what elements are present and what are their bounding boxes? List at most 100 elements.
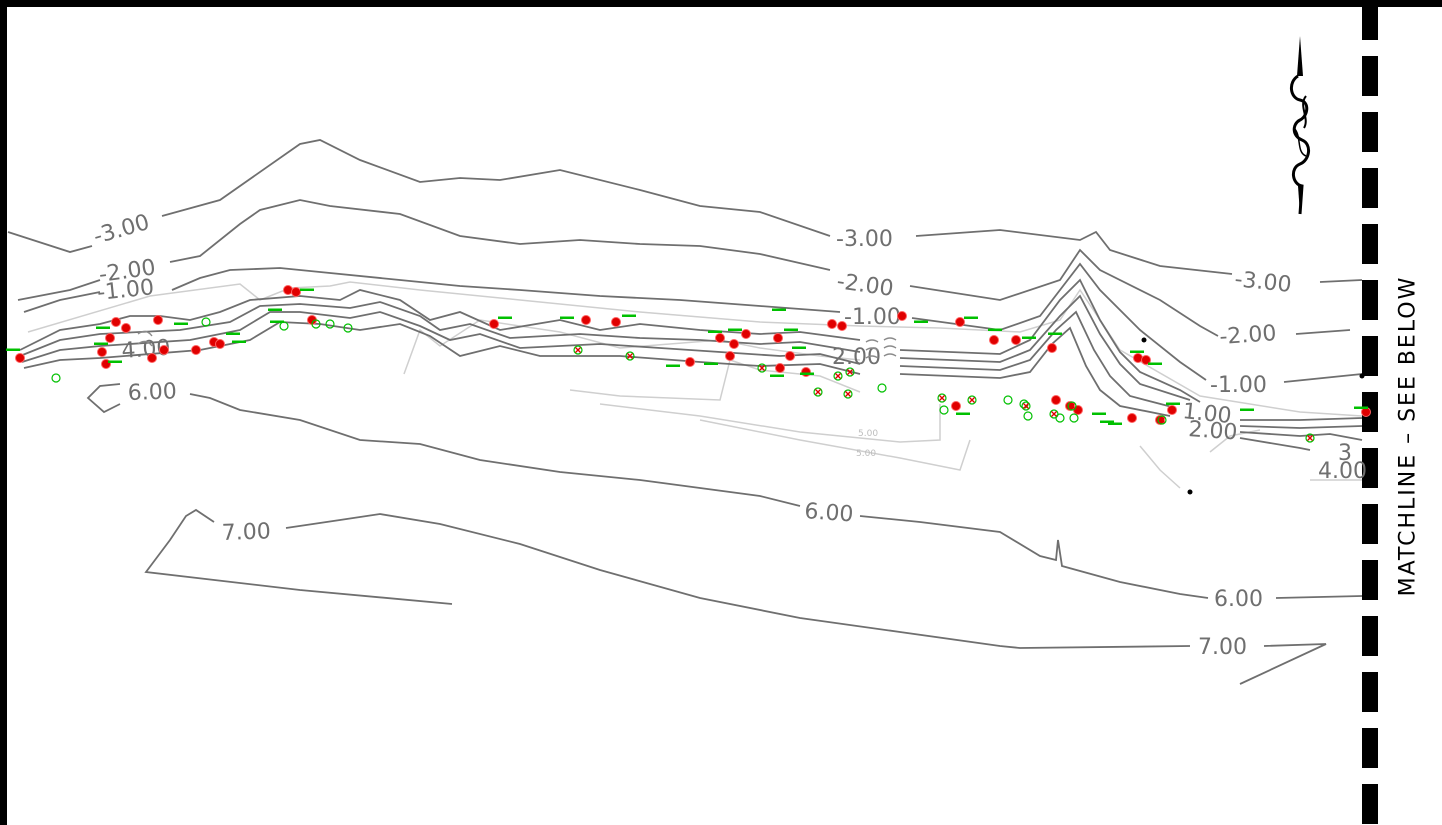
matchline-label: MATCHLINE – SEE BELOW [1395,275,1421,597]
tree-marker-open [51,373,61,383]
removed-tree-x [1069,403,1075,409]
removed-tree-marker [625,351,635,361]
contour-label: 7.00 [221,519,271,546]
tree-marker-open [343,323,353,333]
removed-tree-marker [937,393,947,403]
removed-tree-x [1307,435,1313,441]
contour-label: 6.00 [1214,587,1263,612]
tree-marker [827,319,837,329]
annotation-tick [1022,336,1036,339]
removed-tree-marker [833,371,843,381]
sheet-frame-top [0,0,1442,7]
contour-label: -2.00 [1219,321,1278,350]
contour-label: 6.00 [804,499,855,527]
contour-label: 4.00 [1318,459,1367,484]
tree-marker [291,287,301,297]
annotation-tick [666,364,680,367]
annotation-tick [728,328,742,331]
tree-marker [1073,405,1083,415]
contour-label: -1.00 [844,305,901,330]
minor-contours [27,281,1363,489]
contour-label: -3.00 [1233,267,1292,298]
north-arrow-icon [1290,36,1310,215]
removed-tree-marker [1049,409,1059,419]
tree-marker [611,317,621,327]
annotation-tick [1166,402,1180,405]
tree-marker [1141,355,1151,365]
major-contours [7,139,1363,685]
annotation-tick [708,330,722,333]
contour-label: 1.00 [1181,399,1232,429]
annotation-tick [770,374,784,377]
tree-marker [1167,405,1177,415]
annotation-tick [94,342,108,345]
contour-stacked-label [137,330,897,359]
tree-marker-open [201,317,211,327]
tree-marker [215,339,225,349]
annotation-tick [1100,420,1114,423]
contour-label-minor: 5.00 [856,449,876,459]
contour-label: -2.00 [835,269,895,302]
annotation-tick [1048,332,1062,335]
tree-marker [775,363,785,373]
removed-tree-marker [573,345,583,355]
tree-marker [725,351,735,361]
tree-marker [741,329,751,339]
tree-marker [1011,335,1021,345]
annotation-tick [96,326,110,329]
annotation-tick [800,372,814,375]
removed-tree-x [845,391,851,397]
annotation-tick [174,322,188,325]
tree-marker [15,353,25,363]
removed-tree-x [815,389,821,395]
tree-marker [153,315,163,325]
contour-label: 3 [1338,441,1352,466]
control-point [1359,373,1365,379]
annotation-tick [226,332,240,335]
tree-marker [1065,401,1075,411]
removed-tree-x [835,373,841,379]
contour-label: -3.00 [91,210,153,250]
annotation-tick [1354,406,1368,409]
control-point [1187,489,1193,495]
tree-marker [685,357,695,367]
tree-marker [159,345,169,355]
tree-marker [581,315,591,325]
tree-marker [1047,343,1057,353]
removed-tree-marker [757,363,767,373]
annotation-tick [988,328,1002,331]
contour-label: 2.00 [832,345,881,370]
tree-marker-open [1023,411,1033,421]
removed-tree-x [1159,417,1165,423]
tree-marker [1127,413,1137,423]
contour-label: 7.00 [1198,635,1247,660]
annotation-tick [270,320,284,323]
removed-tree-x [575,347,581,353]
removed-tree-marker [1021,401,1031,411]
contour-label: 6.00 [127,379,177,406]
tree-marker [1155,415,1165,425]
tree-marker [989,335,999,345]
annotation-tick [560,316,574,319]
annotation-tick [956,412,970,415]
tree-marker [773,333,783,343]
tree-marker [785,351,795,361]
annotation-tick [914,320,928,323]
tree-marker-open [1003,395,1013,405]
removed-tree-marker [1067,401,1077,411]
annotation-tick [108,360,122,363]
contour-label: 2.00 [1188,417,1239,445]
annotation-tick [268,308,282,311]
removed-tree-x [939,395,945,401]
annotation-tick [1108,422,1122,425]
tree-marker-open [311,319,321,329]
removed-tree-x [969,397,975,403]
tree-marker [489,319,499,329]
contour-label: -1.00 [1210,373,1267,398]
annotation-tick [1130,350,1144,353]
contour-label: -1.00 [96,275,155,306]
removed-tree-x [1051,411,1057,417]
tree-marker-open [279,321,289,331]
